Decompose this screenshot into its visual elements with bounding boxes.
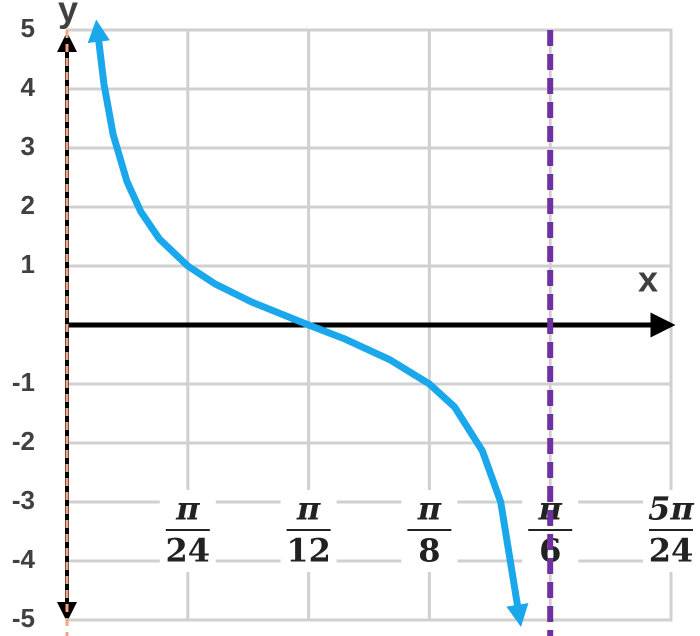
fraction-denominator: 6 xyxy=(539,532,561,570)
y-tick-label: 4 xyxy=(21,72,36,102)
y-tick-label: -5 xyxy=(12,603,35,633)
fraction-numerator: 5π xyxy=(648,490,694,528)
y-tick-label: 3 xyxy=(21,131,35,161)
fraction-denominator: 12 xyxy=(286,532,331,570)
y-axis-label: y xyxy=(58,0,78,30)
y-tick-label: -3 xyxy=(12,485,35,515)
y-tick-label: 5 xyxy=(21,13,35,43)
marks xyxy=(57,19,676,636)
fraction-denominator: 24 xyxy=(649,532,694,570)
y-tick-label: -1 xyxy=(12,367,35,397)
fraction-numerator: π xyxy=(417,490,442,528)
y-tick-label: -2 xyxy=(12,426,35,456)
x-tick-label: π 24 xyxy=(159,490,216,572)
x-tick-label: π8 xyxy=(401,490,458,572)
fraction-numerator: π xyxy=(296,490,321,528)
fraction-numerator: π xyxy=(175,490,200,528)
fraction-denominator: 24 xyxy=(166,532,211,570)
x-tick-label: π 12 xyxy=(280,490,337,572)
y-tick-label: 1 xyxy=(21,249,35,279)
y-tick-label: -4 xyxy=(12,544,36,574)
y-tick-label: 2 xyxy=(21,190,35,220)
x-axis-label: x xyxy=(638,259,658,300)
fraction-denominator: 8 xyxy=(418,532,440,570)
curve xyxy=(87,19,529,627)
